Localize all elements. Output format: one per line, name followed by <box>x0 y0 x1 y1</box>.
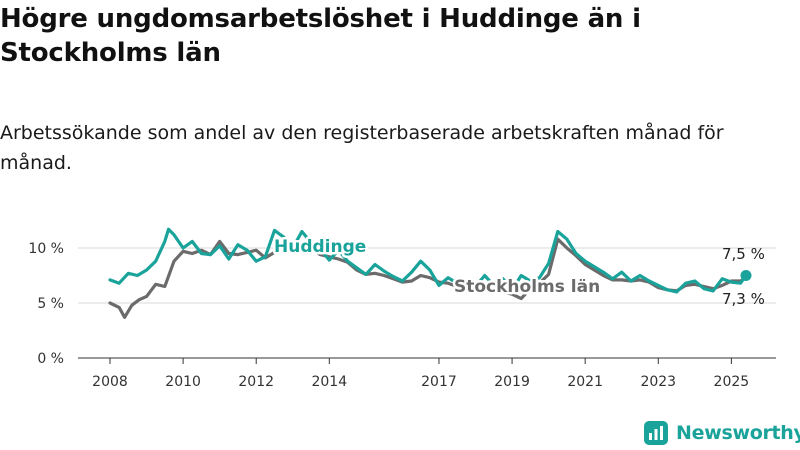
newsworthy-logo: Newsworthy <box>644 420 800 446</box>
x-tick-label: 2014 <box>311 374 347 390</box>
huddinge-line <box>108 227 748 294</box>
x-axis-ticks: 2008 2010 2012 2014 2017 2019 2021 2023 2025 <box>92 358 749 390</box>
huddinge-series-label-halo: Huddinge <box>274 237 366 257</box>
y-tick-label: 5 % <box>37 296 64 312</box>
newsworthy-logo-text: Newsworthy <box>676 422 800 444</box>
x-tick-label: 2023 <box>640 374 676 390</box>
y-axis-ticks: 0 % 5 % 10 % <box>28 241 64 367</box>
newsworthy-logo-icon <box>644 421 668 445</box>
gridlines <box>78 247 776 359</box>
x-tick-label: 2025 <box>714 374 750 390</box>
chart-subtitle: Arbetssökande som andel av den registerb… <box>0 122 724 174</box>
huddinge-end-label: 7,5 % <box>722 245 765 263</box>
y-tick-label: 0 % <box>37 351 64 367</box>
series-lines <box>108 227 752 319</box>
x-tick-label: 2017 <box>421 374 457 390</box>
x-tick-label: 2010 <box>165 374 201 390</box>
x-tick-label: 2021 <box>567 374 603 390</box>
chart-title: Högre ungdomsarbetslöshet i Huddinge än … <box>0 4 641 68</box>
x-tick-label: 2008 <box>92 374 128 390</box>
stockholm-series-label-halo: Stockholms län <box>454 277 600 297</box>
y-tick-label: 10 % <box>28 241 64 257</box>
stockholm-line <box>108 237 748 319</box>
stockholm-end-label: 7,3 % <box>722 290 765 308</box>
stockholm-series-label: Stockholms län <box>454 277 600 297</box>
x-tick-label: 2019 <box>494 374 530 390</box>
huddinge-end-point <box>740 270 752 281</box>
x-tick-label: 2012 <box>238 374 274 390</box>
huddinge-series-label: Huddinge <box>274 237 366 257</box>
